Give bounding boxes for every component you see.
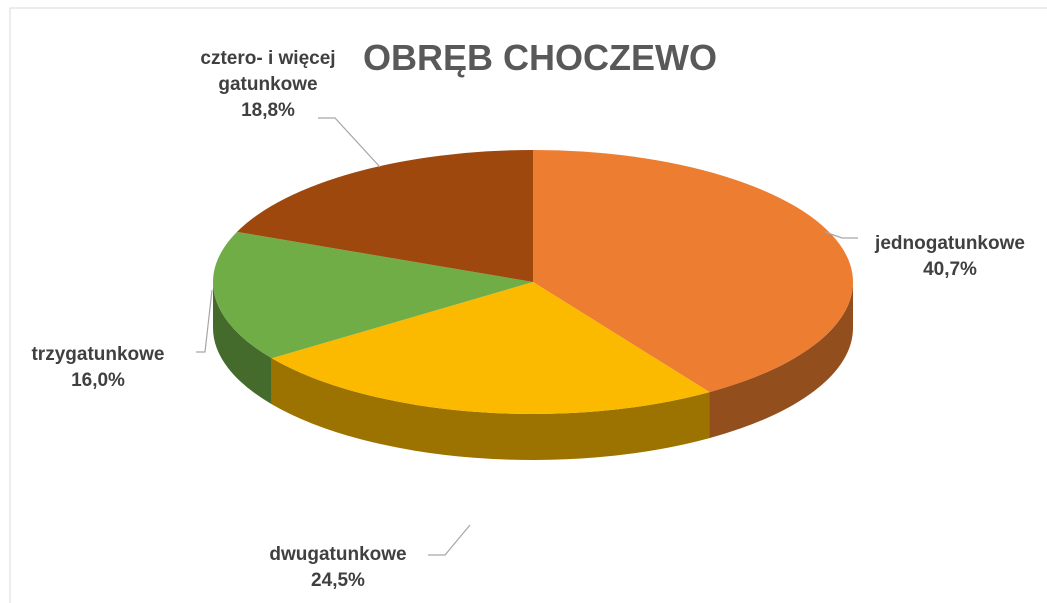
pie-slice [533, 150, 854, 393]
category-label: dwugatunkowe [269, 544, 407, 565]
category-label: jednogatunkowe [875, 233, 1025, 254]
category-label: trzygatunkowe [31, 344, 165, 365]
data-label: cztero- i więcej gatunkowe 18,8% [168, 46, 368, 124]
value-label: 18,8% [241, 100, 295, 121]
leader-line [196, 289, 213, 353]
value-label: 24,5% [311, 570, 365, 591]
leader-line [428, 524, 471, 556]
pie-side [213, 282, 272, 405]
leader-line [318, 117, 381, 168]
pie-side [709, 282, 853, 439]
data-label: jednogatunkowe 40,7% [875, 231, 1025, 283]
data-label: dwugatunkowe 24,5% [269, 542, 406, 594]
chart-title: OBRĘB CHOCZEWO [363, 37, 717, 78]
chart-border [9, 7, 1047, 603]
data-label: trzygatunkowe 16,0% [31, 342, 164, 394]
leader-line [824, 231, 858, 239]
pie-slice [236, 150, 534, 282]
category-label: cztero- i więcej gatunkowe [200, 48, 336, 95]
pie-slice [271, 282, 710, 415]
value-label: 16,0% [71, 370, 125, 391]
value-label: 40,7% [923, 259, 977, 280]
pie-slice [213, 231, 534, 359]
pie-side [271, 358, 710, 461]
